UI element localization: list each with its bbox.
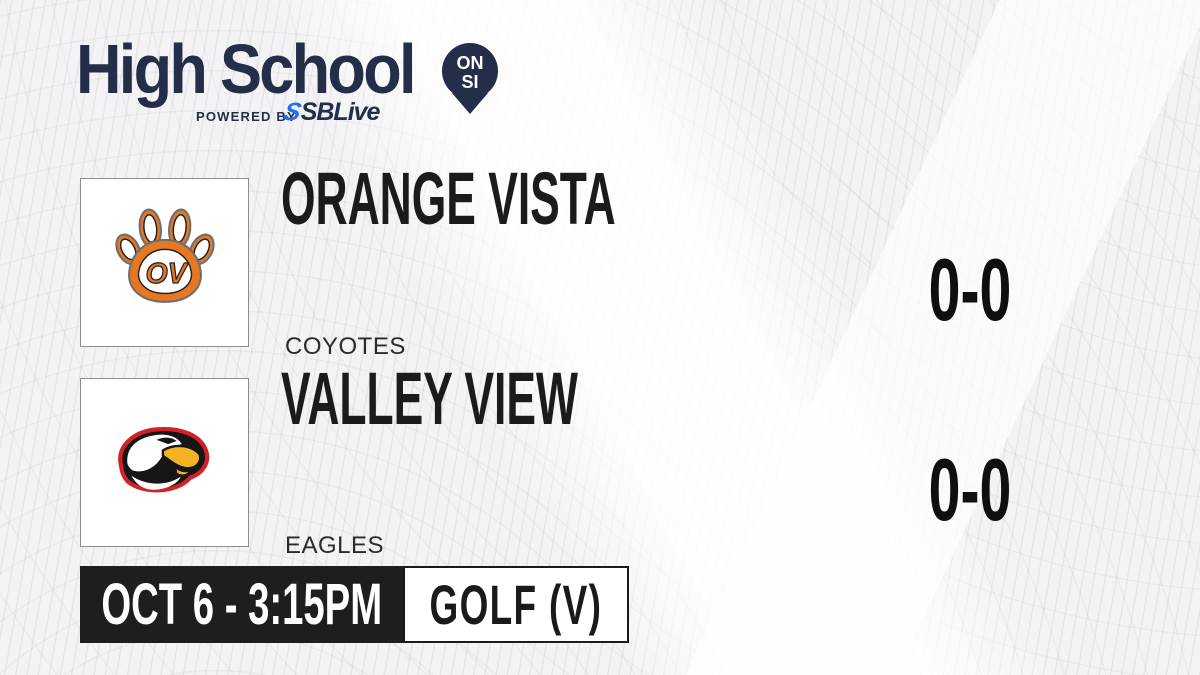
team1-record: 0-0 xyxy=(928,240,1012,339)
team2-logo-box xyxy=(80,378,249,547)
event-sport-box: GOLF (V) xyxy=(403,566,629,643)
sblive-logo: SSBLive xyxy=(281,98,381,126)
team2-record: 0-0 xyxy=(928,440,1012,539)
team2-mascot: EAGLES xyxy=(285,532,385,559)
event-sport: GOLF (V) xyxy=(429,572,603,636)
team1-name: ORANGE VISTA xyxy=(281,157,616,240)
paw-monogram: OV xyxy=(145,257,188,289)
team2-name: VALLEY VIEW xyxy=(281,357,578,440)
team1-mascot: COYOTES xyxy=(285,333,406,360)
event-datetime: OCT 6 - 3:15PM xyxy=(101,571,382,637)
orange-vista-paw-logo: OV xyxy=(114,207,215,303)
powered-by-label: POWERED BY xyxy=(196,109,297,124)
on-si-pin-icon: ON SI xyxy=(442,43,498,114)
event-datetime-box: OCT 6 - 3:15PM xyxy=(80,566,403,643)
sblive-s-icon: S xyxy=(281,98,303,126)
pin-text-on: ON xyxy=(457,53,484,73)
pin-text-si: SI xyxy=(461,72,478,92)
sblive-wordmark: SBLive xyxy=(300,98,381,126)
brand-title: High School xyxy=(76,30,416,108)
valley-view-eagle-logo xyxy=(117,426,209,492)
team1-logo-box: OV xyxy=(80,178,249,347)
